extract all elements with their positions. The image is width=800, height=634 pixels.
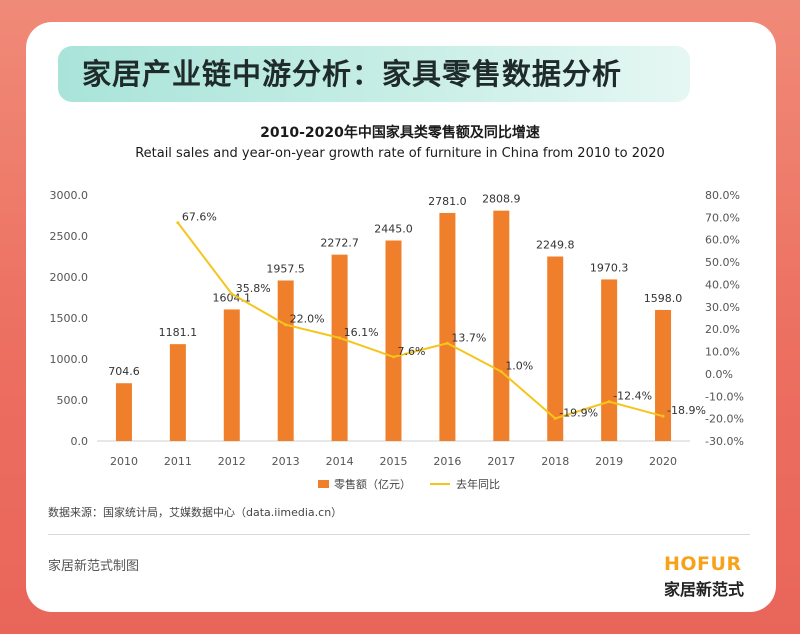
y-left-tick-label: 1500.0: [50, 312, 89, 325]
growth-point: [445, 341, 449, 345]
bar: [223, 309, 240, 441]
bar: [331, 254, 348, 441]
growth-point: [661, 414, 665, 418]
growth-point: [499, 370, 503, 374]
bar-value-label: 1181.1: [159, 326, 198, 339]
y-right-tick-label: 10.0%: [705, 346, 740, 359]
x-tick-label: 2014: [326, 455, 354, 468]
bar-value-label: 1970.3: [590, 261, 629, 274]
data-source-note: 数据来源：国家统计局，艾媒数据中心（data.iimedia.cn）: [48, 506, 343, 519]
x-tick-label: 2019: [595, 455, 623, 468]
legend-bar-label: 零售额（亿元）: [334, 477, 411, 491]
x-tick-label: 2020: [649, 455, 677, 468]
bar-value-label: 2445.0: [374, 223, 413, 236]
growth-value-label: 22.0%: [290, 313, 325, 326]
bar-value-label: 704.6: [108, 365, 140, 378]
bar: [547, 256, 564, 441]
brand-logo-text: HOFUR: [664, 553, 742, 575]
growth-value-label: -12.4%: [613, 390, 652, 403]
x-tick-label: 2015: [380, 455, 408, 468]
bar: [493, 210, 510, 441]
legend-bar-swatch: [318, 480, 329, 488]
growth-value-label: 16.1%: [344, 326, 379, 339]
bar-value-label: 2272.7: [320, 237, 359, 250]
y-right-tick-label: 40.0%: [705, 278, 740, 291]
growth-value-label: 35.8%: [236, 282, 271, 295]
x-tick-label: 2016: [433, 455, 461, 468]
growth-value-label: 13.7%: [451, 331, 486, 344]
chart-title: 2010-2020年中国家具类零售额及同比增速: [260, 125, 540, 141]
bar: [655, 309, 672, 441]
y-right-tick-label: 50.0%: [705, 256, 740, 269]
brand-logo-subtitle: 家居新范式: [664, 580, 745, 599]
y-left-tick-label: 2500.0: [50, 230, 89, 243]
bar-value-label: 1598.0: [644, 292, 683, 305]
y-right-tick-label: -10.0%: [705, 390, 744, 403]
page-title: 家居产业链中游分析：家具零售数据分析: [82, 57, 623, 91]
y-left-tick-label: 0.0: [71, 435, 89, 448]
growth-point: [338, 336, 342, 340]
y-right-tick-label: 30.0%: [705, 301, 740, 314]
growth-value-label: -18.9%: [667, 404, 706, 417]
growth-line: [177, 222, 664, 420]
legend-line-label: 去年同比: [456, 477, 500, 491]
x-tick-label: 2017: [487, 455, 515, 468]
growth-value-label: -19.9%: [559, 406, 598, 419]
x-tick-label: 2013: [272, 455, 300, 468]
y-right-tick-label: -20.0%: [705, 413, 744, 426]
growth-value-label: 7.6%: [398, 345, 426, 358]
bar-value-label: 2808.9: [482, 193, 521, 206]
bar-value-label: 1957.5: [266, 262, 305, 275]
y-left-tick-label: 500.0: [57, 394, 89, 407]
bar-value-label: 2249.8: [536, 239, 575, 252]
growth-value-label: 1.0%: [505, 360, 533, 373]
bar-value-label: 2781.0: [428, 195, 467, 208]
divider: [48, 534, 750, 535]
chart-subtitle: Retail sales and year-on-year growth rat…: [135, 146, 665, 161]
y-left-tick-label: 1000.0: [50, 353, 89, 366]
x-tick-label: 2011: [164, 455, 192, 468]
title-banner: [58, 46, 690, 102]
growth-point: [607, 400, 611, 404]
growth-point: [176, 221, 180, 225]
chart-credit: 家居新范式制图: [48, 559, 140, 574]
x-tick-label: 2012: [218, 455, 246, 468]
bar-value-label: 1604.1: [213, 291, 252, 304]
y-right-tick-label: 80.0%: [705, 189, 740, 202]
x-tick-label: 2010: [110, 455, 138, 468]
growth-value-label: 67.6%: [182, 211, 217, 224]
growth-point: [553, 416, 557, 420]
y-right-tick-label: 70.0%: [705, 211, 740, 224]
y-left-tick-label: 3000.0: [50, 189, 89, 202]
y-right-tick-label: 20.0%: [705, 323, 740, 336]
bar: [115, 383, 132, 441]
bar: [169, 344, 186, 441]
y-right-tick-label: 60.0%: [705, 234, 740, 247]
y-left-tick-label: 2000.0: [50, 271, 89, 284]
bar: [385, 240, 402, 441]
growth-point: [392, 355, 395, 359]
y-right-tick-label: -30.0%: [705, 435, 744, 448]
y-right-tick-label: 0.0%: [705, 368, 733, 381]
bar: [277, 280, 294, 441]
bar: [439, 212, 456, 441]
growth-point: [230, 292, 234, 296]
growth-point: [284, 323, 288, 327]
bar: [601, 279, 618, 441]
x-tick-label: 2018: [541, 455, 569, 468]
